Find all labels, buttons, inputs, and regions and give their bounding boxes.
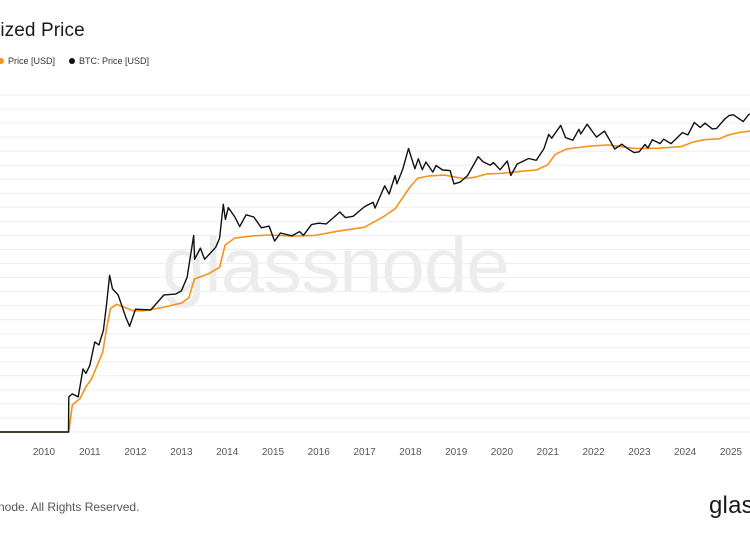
- chart-title: lized Price: [0, 20, 85, 41]
- x-tick-label: 2021: [537, 447, 560, 458]
- legend-item-btc-price[interactable]: BTC: Price [USD]: [69, 56, 149, 66]
- x-tick-label: 2015: [262, 447, 285, 458]
- chart-area[interactable]: 2010 2011 2012 2013 2014 2015 2016 2017 2018 2019…: [0, 0, 750, 470]
- x-tick-label: 2016: [308, 447, 331, 458]
- x-tick-label: 2019: [445, 447, 468, 458]
- x-tick-label: 2024: [674, 447, 697, 458]
- legend-label-btc-price: BTC: Price [USD]: [79, 56, 150, 66]
- x-tick-label: 2023: [628, 447, 651, 458]
- series-line-btc-price: [0, 113, 750, 433]
- legend-dot-btc-price: [69, 58, 76, 64]
- legend-dot-realized-price: [0, 58, 4, 64]
- x-tick-label: 2013: [170, 447, 193, 458]
- x-tick-label: 2017: [353, 447, 376, 458]
- x-tick-label: 2018: [399, 447, 422, 458]
- x-tick-label: 2014: [216, 447, 239, 458]
- legend-item-realized-price[interactable]: Price [USD]: [0, 56, 55, 66]
- brand-logo: glas: [709, 492, 750, 519]
- x-tick-label: 2022: [582, 447, 605, 458]
- legend-label-realized-price: Price [USD]: [8, 56, 56, 66]
- chart-legend: Price [USD] BTC: Price [USD]: [0, 56, 149, 66]
- series-line-realized-price: [0, 130, 750, 433]
- x-tick-label: 2012: [124, 447, 147, 458]
- x-tick-label: 2020: [491, 447, 514, 458]
- x-tick-label: 2025: [720, 447, 743, 458]
- footer-copyright: node. All Rights Reserved.: [0, 500, 140, 514]
- x-tick-label: 2010: [33, 447, 56, 458]
- x-tick-label: 2011: [79, 447, 101, 458]
